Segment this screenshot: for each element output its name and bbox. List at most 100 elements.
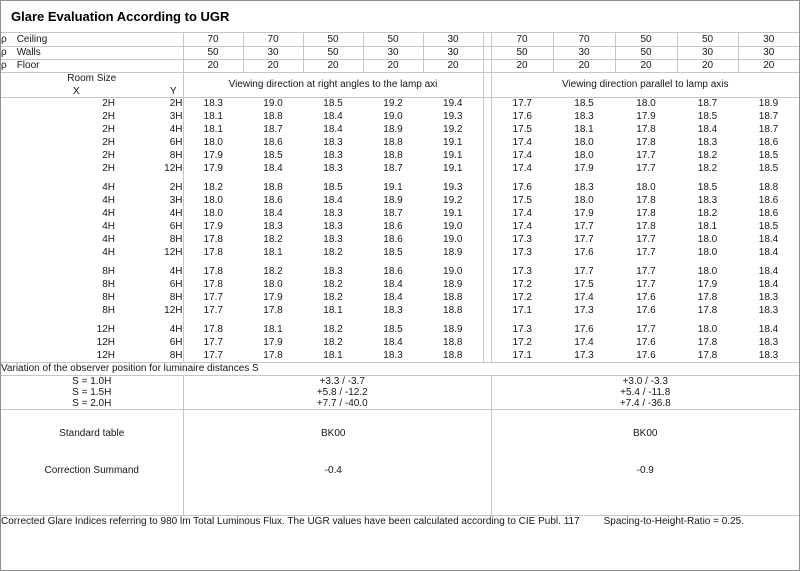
ugr-value: 17.6	[574, 324, 594, 335]
reflectance-name: Ceiling	[16, 33, 48, 45]
section-separator	[482, 207, 492, 220]
block-spacer	[1, 317, 799, 323]
section-separator	[482, 123, 492, 136]
ugr-value: 18.3	[363, 349, 423, 363]
ugr-row: 2H 8H 17.9 18.5 18.3 18.8 19.1 17.4 18.0 17.7 18.2…	[1, 149, 799, 162]
ugr-value: 18.3	[323, 208, 343, 219]
ugr-value: 18.5	[758, 221, 779, 232]
ugr-value: 18.6	[758, 137, 779, 148]
ugr-value: 17.4	[512, 150, 532, 161]
ugr-value: 18.3	[574, 111, 594, 122]
ugr-value: 18.0	[697, 266, 718, 277]
reflectance-value: 20	[422, 59, 483, 73]
ugr-value: 17.8	[636, 137, 656, 148]
ugr-value: 18.5	[758, 163, 779, 174]
ugr-value: 19.1	[443, 137, 463, 148]
ugr-value: 18.9	[758, 98, 779, 110]
ugr-value: 18.8	[383, 150, 403, 161]
ugr-value: 18.0	[203, 137, 223, 148]
ugr-value: 17.9	[636, 111, 656, 122]
ugr-value: 17.4	[574, 292, 594, 303]
ugr-value: 18.5	[323, 182, 343, 193]
ugr-value: 18.9	[383, 124, 403, 135]
reflectance-value: 20	[737, 59, 799, 73]
reflectance-value: 50	[302, 46, 363, 60]
ugr-value: 17.8	[636, 221, 656, 232]
ugr-value: 17.5	[574, 279, 594, 290]
ugr-value: 18.8	[443, 292, 463, 303]
title-bar: Glare Evaluation According to UGR	[1, 1, 799, 33]
room-x: 12H	[96, 324, 115, 335]
ugr-row: 4H 4H 18.0 18.4 18.3 18.7 19.1 17.4 17.9 17.8 18.2…	[1, 207, 799, 220]
ugr-value: 18.1	[323, 305, 343, 316]
ugr-value: 18.3	[758, 305, 779, 316]
summary-section: Standard table BK00 BK00 Correction Summand…	[1, 409, 799, 516]
section-separator	[482, 181, 492, 194]
section-separator	[483, 375, 492, 410]
ugr-row: 12H 6H 17.7 17.9 18.2 18.4 18.8 17.2 17.4 17.6 17.…	[1, 336, 799, 349]
ugr-value: 17.1	[491, 349, 553, 363]
block-spacer	[1, 175, 799, 181]
ugr-value: 17.9	[263, 292, 283, 303]
section-separator	[482, 291, 492, 304]
footer-row: Corrected Glare Indices referring to 980…	[1, 515, 799, 528]
section-separator	[482, 162, 492, 175]
ugr-value: 18.6	[758, 195, 779, 206]
reflectance-value: 30	[676, 46, 738, 60]
ugr-value: 17.8	[697, 305, 718, 316]
room-y: 6H	[115, 336, 184, 349]
block-spacer	[1, 259, 799, 265]
ugr-value: 17.8	[203, 279, 223, 290]
s-values-parallel: +3.0 / -3.3 +5.4 / -11.8 +7.4 / -36.8	[491, 375, 799, 410]
variation-note-section: Variation of the observer position for l…	[1, 362, 799, 376]
left-section-title: Viewing direction at right angles to the…	[183, 72, 483, 98]
ugr-value: 17.8	[203, 234, 223, 245]
section-separator	[482, 336, 492, 349]
reflectance-name: Walls	[16, 47, 41, 58]
room-y: 8H	[115, 233, 184, 246]
ugr-value: 18.7	[383, 208, 403, 219]
ugr-value: 17.3	[574, 305, 594, 316]
room-y: 6H	[115, 220, 184, 233]
ugr-value: 18.4	[383, 337, 403, 348]
ugr-value: 18.2	[203, 182, 223, 193]
ugr-value: 17.4	[512, 208, 532, 219]
ugr-value: 18.8	[263, 182, 283, 193]
reflectance-label: ρ Floor	[1, 59, 184, 73]
ugr-value: 17.2	[512, 337, 532, 348]
ugr-value: 18.7	[758, 124, 779, 135]
section-separator	[483, 457, 492, 516]
reflectance-value: 20	[182, 59, 243, 73]
room-x: 2H	[102, 98, 115, 110]
summary-label: Correction Summand	[1, 457, 184, 516]
room-x: 8H	[102, 266, 115, 277]
ugr-value: 17.6	[615, 349, 677, 363]
room-x: 8H	[102, 305, 115, 316]
ugr-value: 17.8	[697, 337, 718, 348]
room-y: 8H	[115, 149, 184, 162]
room-x: 4H	[102, 234, 115, 245]
reflectance-value: 50	[182, 46, 243, 60]
room-size-label: Room Size	[67, 72, 117, 84]
ugr-value: 17.3	[512, 324, 532, 335]
ugr-value: 18.6	[383, 234, 403, 245]
reflectance-value: 30	[552, 46, 615, 60]
room-y: 4H	[115, 265, 184, 278]
reflectance-value: 20	[302, 59, 363, 73]
section-separator	[482, 194, 492, 207]
ugr-row: 8H 4H 17.8 18.2 18.3 18.6 19.0 17.3 17.7 17.7 18.0…	[1, 265, 799, 278]
reflectance-value: 30	[362, 46, 423, 60]
ugr-value: 17.6	[636, 337, 656, 348]
ugr-value: 18.2	[323, 247, 343, 258]
xy-labels: X Y	[1, 84, 182, 97]
ugr-value: 18.3	[203, 98, 223, 110]
reflectance-value: 50	[676, 33, 738, 47]
ugr-value: 17.7	[203, 305, 223, 316]
ugr-value: 17.2	[512, 279, 532, 290]
ugr-value: 17.7	[574, 266, 594, 277]
ugr-value: 17.3	[512, 247, 532, 258]
ugr-row: 4H 12H 17.8 18.1 18.2 18.5 18.9 17.3 17.6 17.7 18.…	[1, 246, 799, 259]
ugr-row: 8H 6H 17.8 18.0 18.2 18.4 18.9 17.2 17.5 17.7 17.9…	[1, 278, 799, 291]
ugr-value: 19.4	[443, 98, 463, 110]
reflectance-value: 20	[362, 59, 423, 73]
